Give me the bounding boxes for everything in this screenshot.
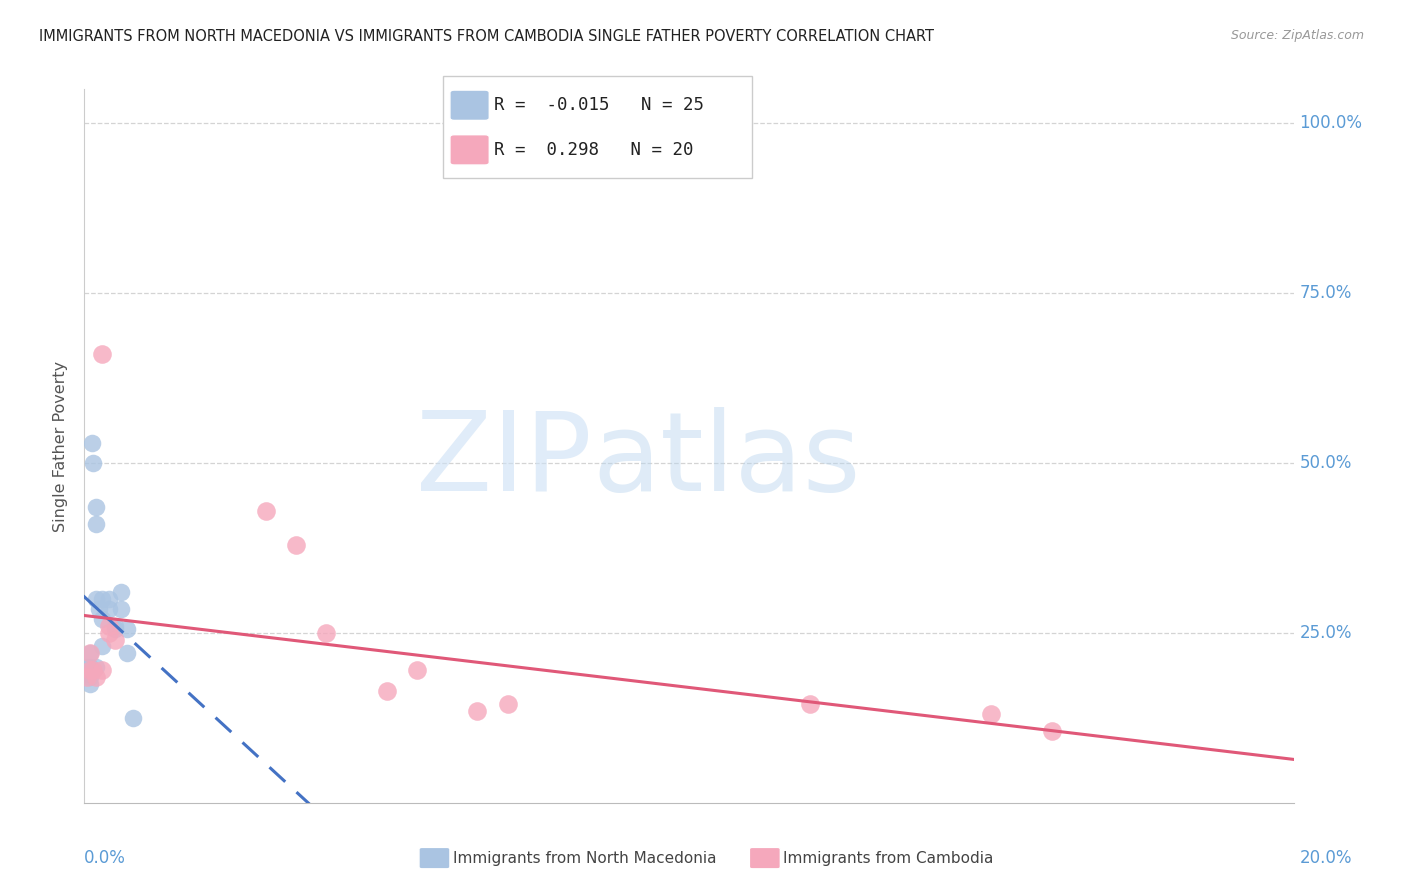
Point — [79, 663, 101, 677]
Point — [1040, 724, 1063, 739]
Point — [467, 704, 489, 718]
Point — [799, 698, 821, 712]
Text: Immigrants from North Macedonia: Immigrants from North Macedonia — [453, 851, 716, 865]
Point — [254, 503, 277, 517]
Text: 100.0%: 100.0% — [1299, 114, 1362, 132]
Point — [110, 602, 132, 616]
Text: R =  -0.015   N = 25: R = -0.015 N = 25 — [494, 96, 703, 114]
Point — [91, 591, 114, 606]
Point — [79, 670, 101, 684]
Text: 25.0%: 25.0% — [1299, 624, 1353, 642]
Point — [91, 663, 114, 677]
Point — [91, 612, 114, 626]
Point — [496, 698, 519, 712]
Text: Source: ZipAtlas.com: Source: ZipAtlas.com — [1230, 29, 1364, 43]
Point — [375, 683, 398, 698]
Point — [86, 591, 108, 606]
Point — [86, 517, 108, 532]
Point — [89, 602, 111, 616]
Point — [80, 435, 103, 450]
Point — [980, 707, 1002, 722]
Text: atlas: atlas — [592, 407, 860, 514]
Point — [86, 660, 108, 674]
Point — [315, 626, 337, 640]
Point — [97, 626, 120, 640]
Point — [76, 670, 98, 684]
Point — [97, 602, 120, 616]
Point — [104, 632, 127, 647]
Text: Immigrants from Cambodia: Immigrants from Cambodia — [783, 851, 994, 865]
Text: IMMIGRANTS FROM NORTH MACEDONIA VS IMMIGRANTS FROM CAMBODIA SINGLE FATHER POVERT: IMMIGRANTS FROM NORTH MACEDONIA VS IMMIG… — [39, 29, 935, 45]
Point — [77, 666, 100, 681]
Point — [86, 500, 108, 515]
Point — [79, 646, 101, 660]
Point — [104, 619, 127, 633]
Text: 20.0%: 20.0% — [1299, 849, 1353, 867]
Point — [79, 677, 101, 691]
Point — [91, 347, 114, 361]
Point — [82, 456, 104, 470]
Point — [76, 660, 98, 674]
Text: 0.0%: 0.0% — [84, 849, 127, 867]
Point — [115, 623, 138, 637]
Point — [97, 591, 120, 606]
Text: 75.0%: 75.0% — [1299, 284, 1353, 302]
Text: R =  0.298   N = 20: R = 0.298 N = 20 — [494, 141, 693, 159]
Point — [79, 646, 101, 660]
Point — [97, 619, 120, 633]
Point — [82, 663, 104, 677]
Point — [406, 663, 429, 677]
Point — [86, 670, 108, 684]
Point — [285, 537, 308, 551]
Point — [91, 640, 114, 654]
Text: ZIP: ZIP — [416, 407, 592, 514]
Text: 50.0%: 50.0% — [1299, 454, 1353, 472]
Point — [79, 660, 101, 674]
Point — [104, 623, 127, 637]
Y-axis label: Single Father Poverty: Single Father Poverty — [53, 360, 69, 532]
Point — [115, 646, 138, 660]
Point — [110, 585, 132, 599]
Point — [121, 711, 143, 725]
